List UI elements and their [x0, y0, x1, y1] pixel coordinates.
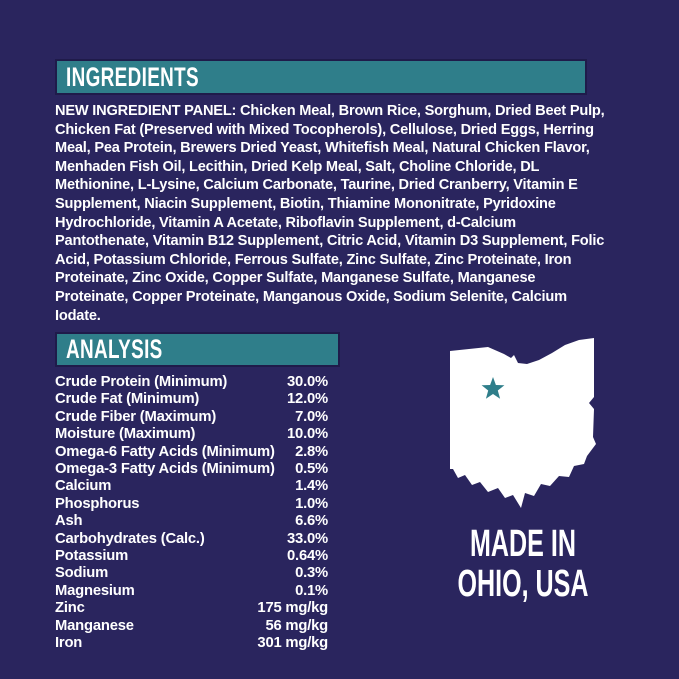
analysis-row-label: Crude Fat (Minimum) [55, 391, 200, 408]
analysis-row-label: Phosphorus [55, 495, 140, 512]
analysis-row: Crude Fat (Minimum) 12.0% [55, 391, 328, 408]
analysis-title: ANALYSIS [66, 334, 163, 364]
analysis-row-value: 7.0% [295, 408, 328, 425]
analysis-row: Omega-3 Fatty Acids (Minimum) 0.5% [55, 461, 328, 478]
analysis-row-value: 175 mg/kg [257, 600, 328, 617]
analysis-row: Phosphorus 1.0% [55, 496, 328, 513]
analysis-row-value: 2.8% [295, 443, 328, 460]
analysis-row: Omega-6 Fatty Acids (Minimum) 2.8% [55, 444, 328, 461]
analysis-row-value: 0.64% [287, 548, 328, 565]
analysis-row-value: 56 mg/kg [265, 617, 328, 634]
analysis-row-value: 6.6% [295, 513, 328, 530]
analysis-row-label: Manganese [55, 617, 134, 634]
analysis-row-label: Carbohydrates (Calc.) [55, 530, 205, 547]
analysis-row: Magnesium 0.1% [55, 583, 328, 600]
analysis-header-banner: ANALYSIS [55, 332, 340, 367]
analysis-table: Crude Protein (Minimum) 30.0% Crude Fat (M… [55, 374, 328, 653]
analysis-row: Sodium 0.3% [55, 565, 328, 582]
ingredients-title: INGREDIENTS [66, 61, 200, 92]
analysis-row: Iron 301 mg/kg [55, 635, 328, 652]
analysis-row: Carbohydrates (Calc.) 33.0% [55, 531, 328, 548]
analysis-row: Manganese 56 mg/kg [55, 618, 328, 635]
analysis-row-label: Moisture (Maximum) [55, 426, 196, 443]
analysis-row: Calcium 1.4% [55, 478, 328, 495]
ingredients-paragraph: NEW INGREDIENT PANEL: Chicken Meal, Brow… [55, 103, 605, 324]
analysis-row-label: Omega-6 Fatty Acids (Minimum) [55, 443, 275, 460]
made-in-line1: MADE IN [470, 523, 576, 565]
analysis-row-label: Ash [55, 513, 83, 530]
analysis-row: Ash 6.6% [55, 513, 328, 530]
analysis-row-value: 1.4% [295, 478, 328, 495]
analysis-row: Zinc 175 mg/kg [55, 600, 328, 617]
ingredients-header-banner: INGREDIENTS [55, 59, 587, 95]
ohio-state-icon [450, 338, 596, 508]
analysis-row-value: 301 mg/kg [257, 635, 328, 652]
star-icon [481, 377, 505, 399]
analysis-row-value: 0.1% [295, 582, 328, 599]
analysis-row-value: 12.0% [287, 391, 328, 408]
made-in-ohio-caption: MADE IN OHIO, USA [408, 524, 638, 604]
analysis-row-label: Sodium [55, 565, 109, 582]
made-in-line2: OHIO, USA [457, 563, 589, 605]
analysis-row: Potassium 0.64% [55, 548, 328, 565]
analysis-row-label: Crude Protein (Minimum) [55, 374, 228, 390]
analysis-row-value: 33.0% [287, 530, 328, 547]
analysis-row-label: Magnesium [55, 582, 135, 599]
analysis-row-value: 30.0% [287, 374, 328, 390]
analysis-row: Crude Protein (Minimum) 30.0% [55, 374, 328, 391]
analysis-row-label: Iron [55, 635, 83, 652]
ohio-map [448, 337, 598, 508]
analysis-row-value: 1.0% [295, 495, 328, 512]
analysis-row-label: Calcium [55, 478, 112, 495]
analysis-row-label: Crude Fiber (Maximum) [55, 408, 217, 425]
analysis-row: Moisture (Maximum) 10.0% [55, 426, 328, 443]
analysis-row-value: 0.3% [295, 565, 328, 582]
analysis-row: Crude Fiber (Maximum) 7.0% [55, 409, 328, 426]
analysis-row-value: 10.0% [287, 426, 328, 443]
analysis-row-label: Omega-3 Fatty Acids (Minimum) [55, 461, 275, 478]
analysis-row-label: Zinc [55, 600, 85, 617]
analysis-row-label: Potassium [55, 548, 129, 565]
analysis-row-value: 0.5% [295, 461, 328, 478]
